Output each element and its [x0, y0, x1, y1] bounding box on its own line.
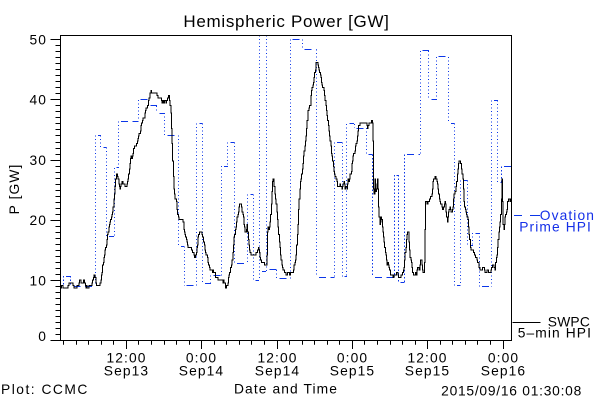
svg-text:12:00: 12:00 — [257, 351, 297, 366]
svg-text:Plot: CCMC: Plot: CCMC — [1, 382, 89, 397]
svg-text:Ovation: Ovation — [540, 208, 595, 223]
svg-text:12:00: 12:00 — [407, 351, 447, 366]
svg-text:50: 50 — [29, 32, 47, 47]
svg-text:0:00: 0:00 — [337, 351, 368, 366]
svg-text:0:00: 0:00 — [186, 351, 217, 366]
svg-text:40: 40 — [29, 93, 47, 108]
svg-text:Sep13: Sep13 — [104, 364, 149, 379]
svg-text:Hemispheric Power [GW]: Hemispheric Power [GW] — [183, 12, 389, 31]
svg-text:0:00: 0:00 — [488, 351, 519, 366]
svg-text:30: 30 — [29, 153, 47, 168]
svg-text:Sep16: Sep16 — [481, 364, 526, 379]
svg-text:20: 20 — [29, 213, 47, 228]
svg-text:2015/09/16 01:30:08: 2015/09/16 01:30:08 — [441, 384, 582, 399]
svg-text:Sep14: Sep14 — [179, 364, 224, 379]
svg-text:SWPC: SWPC — [548, 315, 590, 330]
svg-text:5–min HPI: 5–min HPI — [518, 326, 592, 341]
svg-text:Date and Time: Date and Time — [234, 382, 338, 397]
svg-text:12:00: 12:00 — [106, 351, 146, 366]
svg-text:Sep14: Sep14 — [255, 364, 300, 379]
svg-text:Sep15: Sep15 — [330, 364, 375, 379]
svg-text:P [GW]: P [GW] — [7, 164, 22, 215]
svg-text:Prime HPI: Prime HPI — [519, 220, 592, 235]
svg-text:0: 0 — [38, 329, 47, 344]
svg-text:10: 10 — [29, 274, 47, 289]
svg-text:Sep15: Sep15 — [405, 364, 450, 379]
